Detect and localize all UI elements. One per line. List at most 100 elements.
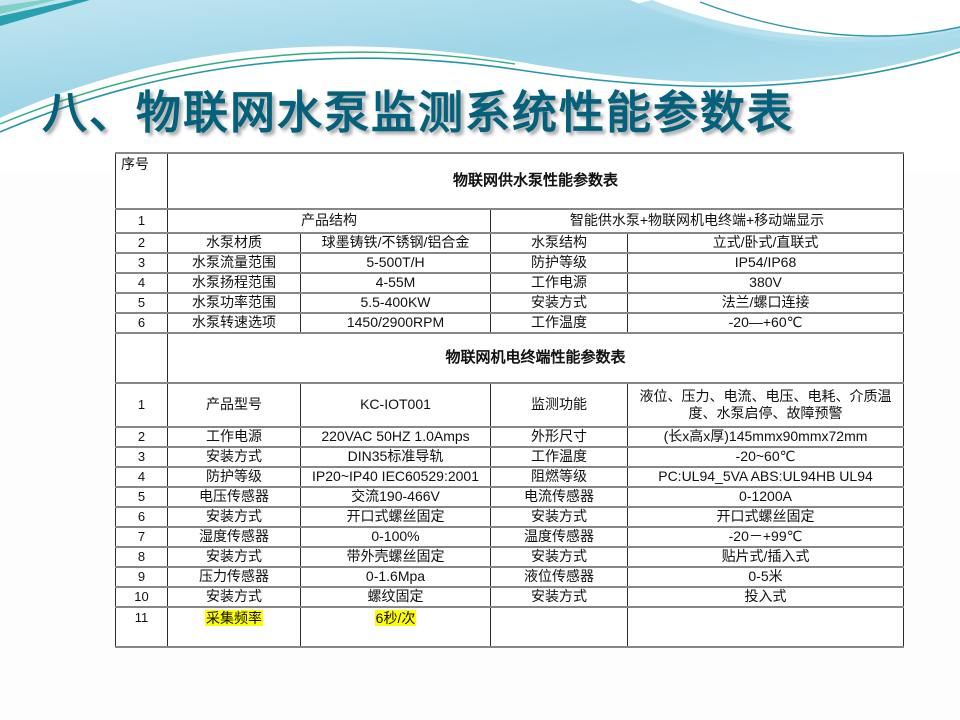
param-label: 水泵转速选项 (167, 312, 301, 334)
table-row: 10 安装方式 螺纹固定 安装方式 投入式 (115, 586, 905, 608)
param-value: 贴片式/插入式 (626, 546, 905, 568)
table-row: 8 安装方式 带外壳螺丝固定 安装方式 贴片式/插入式 (115, 546, 905, 568)
row-number: 2 (115, 232, 168, 254)
section2-header: 物联网机电终端性能参数表 (166, 332, 905, 384)
table-row: 序号 物联网供水泵性能参数表 (115, 152, 905, 210)
param-label: 电流传感器 (490, 486, 628, 508)
param-label: 安装方式 (490, 546, 628, 568)
row-number: 6 (115, 506, 168, 528)
param-value: IP20~IP40 IEC60529:2001 (300, 466, 491, 488)
row-number: 5 (115, 486, 168, 508)
param-label: 水泵结构 (490, 232, 628, 254)
row-number: 9 (115, 566, 168, 588)
param-value: 交流190-466V (300, 486, 491, 508)
empty-cell (490, 606, 628, 648)
table-row: 7 湿度传感器 0-100% 温度传感器 -20－+99℃ (115, 526, 905, 548)
param-label: 工作温度 (490, 312, 628, 334)
empty-cell (115, 332, 168, 384)
param-label: 安装方式 (167, 506, 301, 528)
parameter-table: 序号 物联网供水泵性能参数表 1 产品结构 智能供水泵+物联网机电终端+移动端显… (115, 152, 905, 648)
row-number: 5 (115, 292, 168, 314)
param-value: 立式/卧式/直联式 (626, 232, 905, 254)
param-value: 开口式螺丝固定 (626, 506, 905, 528)
param-label: 液位传感器 (490, 566, 628, 588)
table-row: 4 防护等级 IP20~IP40 IEC60529:2001 阻燃等级 PC:U… (115, 466, 905, 488)
param-value: 液位、压力、电流、电压、电耗、介质温度、水泵启停、故障预警 (626, 382, 905, 428)
empty-cell (626, 606, 905, 648)
param-label: 工作电源 (490, 272, 628, 294)
param-label: 安装方式 (490, 506, 628, 528)
param-label: 水泵功率范围 (167, 292, 301, 314)
row-number: 7 (115, 526, 168, 548)
highlighted-value: 6秒/次 (374, 610, 417, 626)
row-number: 6 (115, 312, 168, 334)
row-number: 3 (115, 252, 168, 274)
param-label: 湿度传感器 (167, 526, 301, 548)
table-row: 1 产品型号 KC-IOT001 监测功能 液位、压力、电流、电压、电耗、介质温… (115, 382, 905, 428)
param-value: 投入式 (626, 586, 905, 608)
row-number: 3 (115, 446, 168, 468)
param-value: 螺纹固定 (300, 586, 491, 608)
param-label: 水泵流量范围 (167, 252, 301, 274)
param-label: 温度传感器 (490, 526, 628, 548)
table-row: 2 水泵材质 球墨铸铁/不锈钢/铝合金 水泵结构 立式/卧式/直联式 (115, 232, 905, 254)
row-number: 2 (115, 426, 168, 448)
param-value: 380V (626, 272, 905, 294)
table-row: 物联网机电终端性能参数表 (115, 332, 905, 384)
param-value: 0-1200A (626, 486, 905, 508)
param-label: 采集频率 (167, 606, 301, 648)
row-number: 1 (115, 208, 168, 234)
row-number: 11 (115, 606, 168, 648)
table-row: 3 安装方式 DIN35标准导轨 工作温度 -20~60℃ (115, 446, 905, 468)
row-number: 1 (115, 382, 168, 428)
param-label: 安装方式 (490, 586, 628, 608)
highlighted-label: 采集频率 (205, 610, 263, 626)
param-value: (长x高x厚)145mmx90mmx72mm (626, 426, 905, 448)
param-value: 智能供水泵+物联网机电终端+移动端显示 (489, 208, 905, 234)
param-label: 监测功能 (490, 382, 628, 428)
param-value: 6秒/次 (300, 606, 491, 648)
param-label: 安装方式 (167, 586, 301, 608)
param-label: 电压传感器 (167, 486, 301, 508)
param-value: 220VAC 50HZ 1.0Amps (300, 426, 491, 448)
table-row: 1 产品结构 智能供水泵+物联网机电终端+移动端显示 (115, 208, 905, 234)
param-value: -20~60℃ (626, 446, 905, 468)
table-row: 9 压力传感器 0-1.6Mpa 液位传感器 0-5米 (115, 566, 905, 588)
param-value: IP54/IP68 (626, 252, 905, 274)
param-value: 带外壳螺丝固定 (300, 546, 491, 568)
param-value: 法兰/螺口连接 (626, 292, 905, 314)
table-row: 4 水泵扬程范围 4-55M 工作电源 380V (115, 272, 905, 294)
param-value: -20－+99℃ (626, 526, 905, 548)
param-value: 5-500T/H (300, 252, 491, 274)
corner-label: 序号 (115, 152, 168, 210)
table-row: 6 安装方式 开口式螺丝固定 安装方式 开口式螺丝固定 (115, 506, 905, 528)
param-value: 0-100% (300, 526, 491, 548)
param-label: 阻燃等级 (490, 466, 628, 488)
param-label: 防护等级 (167, 466, 301, 488)
param-label: 产品结构 (167, 208, 491, 234)
param-value: 开口式螺丝固定 (300, 506, 491, 528)
param-label: 水泵扬程范围 (167, 272, 301, 294)
page-title: 八、物联网水泵监测系统性能参数表 (42, 87, 795, 138)
table-row: 5 水泵功率范围 5.5-400KW 安装方式 法兰/螺口连接 (115, 292, 905, 314)
param-value: 0-1.6Mpa (300, 566, 491, 588)
table-row: 2 工作电源 220VAC 50HZ 1.0Amps 外形尺寸 (长x高x厚)1… (115, 426, 905, 448)
section1-header: 物联网供水泵性能参数表 (166, 152, 905, 210)
param-label: 工作温度 (490, 446, 628, 468)
table-row: 6 水泵转速选项 1450/2900RPM 工作温度 -20—+60℃ (115, 312, 905, 334)
param-value: -20—+60℃ (626, 312, 905, 334)
param-value: 5.5-400KW (300, 292, 491, 314)
wave-decoration-icon (0, 0, 960, 170)
param-label: 安装方式 (167, 546, 301, 568)
param-label: 压力传感器 (167, 566, 301, 588)
param-value: KC-IOT001 (300, 382, 491, 428)
param-value: DIN35标准导轨 (300, 446, 491, 468)
param-label: 安装方式 (167, 446, 301, 468)
param-value: 球墨铸铁/不锈钢/铝合金 (300, 232, 491, 254)
param-value: 4-55M (300, 272, 491, 294)
param-value: PC:UL94_5VA ABS:UL94HB UL94 (626, 466, 905, 488)
table-row: 5 电压传感器 交流190-466V 电流传感器 0-1200A (115, 486, 905, 508)
row-number: 4 (115, 272, 168, 294)
param-label: 水泵材质 (167, 232, 301, 254)
